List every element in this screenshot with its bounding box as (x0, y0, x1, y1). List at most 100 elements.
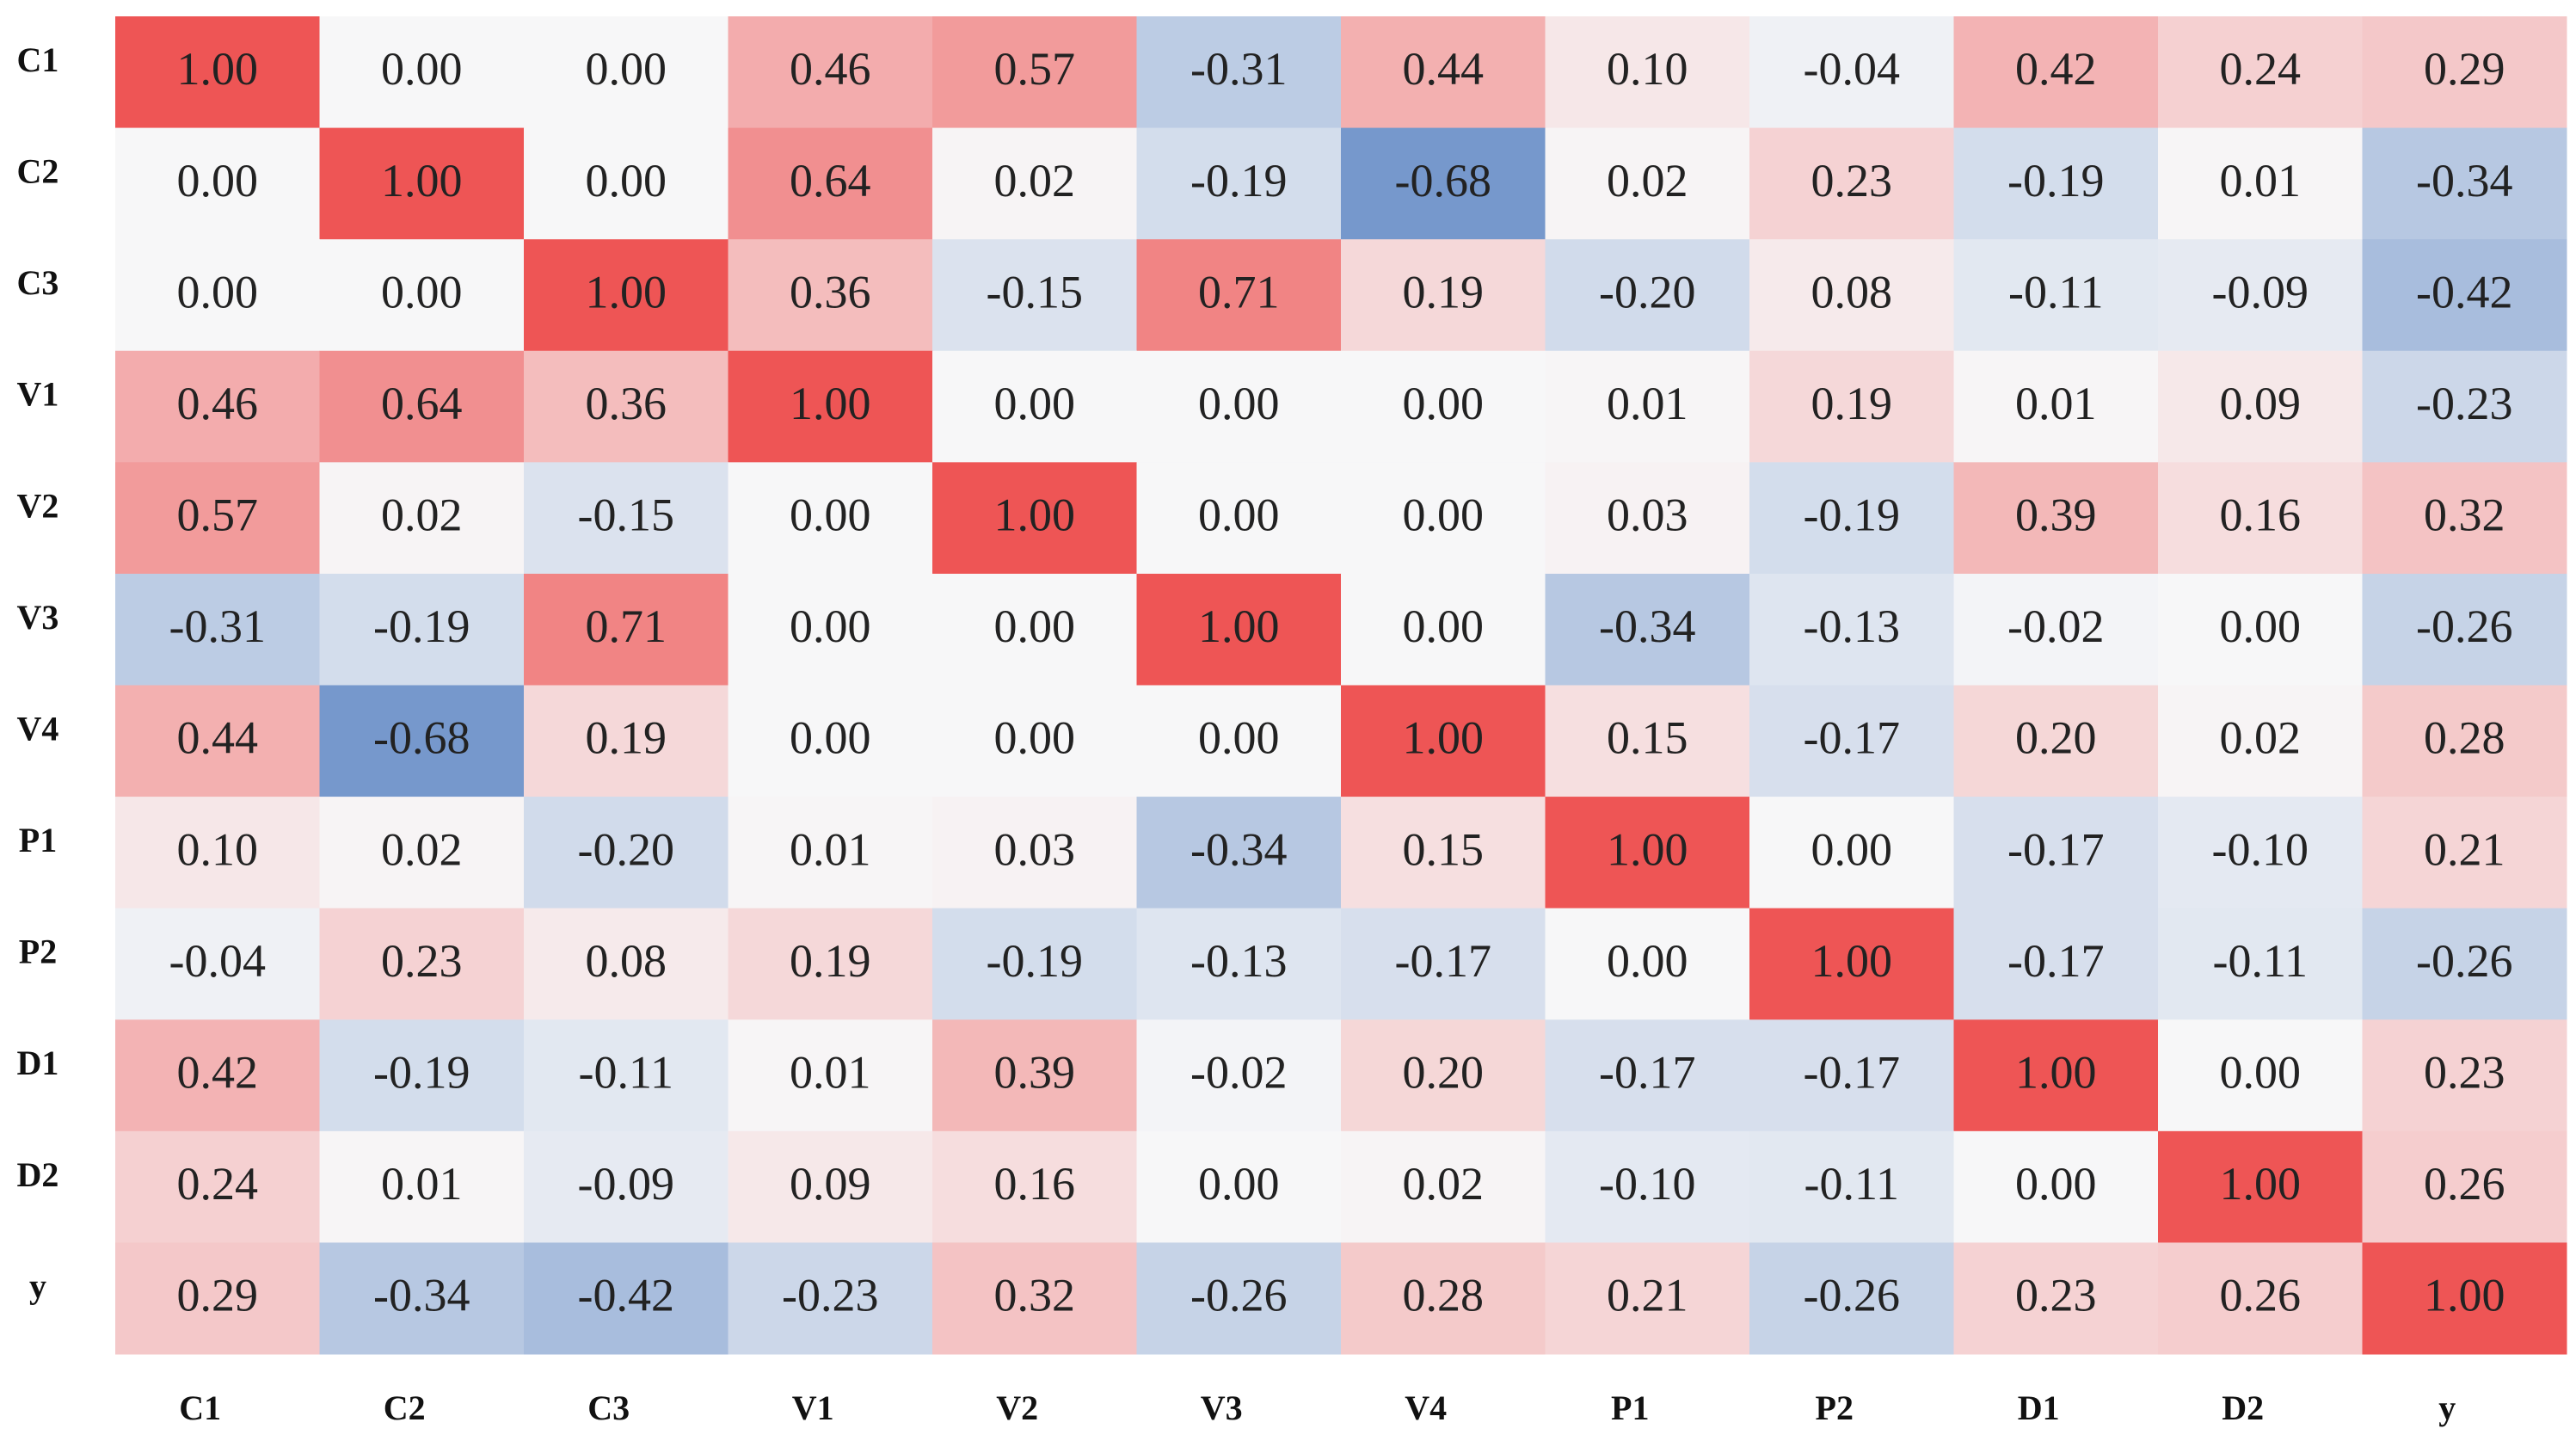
y-tick-label: C1 (17, 40, 59, 79)
cell-label: -0.34 (2416, 155, 2512, 206)
heatmap-cell (932, 239, 1137, 352)
heatmap-cell (1136, 573, 1342, 686)
heatmap-cell (2158, 685, 2363, 797)
cell-label: 0.00 (2015, 1158, 2097, 1210)
heatmap-cell (1341, 16, 1546, 129)
cell-label: 0.21 (1607, 1270, 1688, 1321)
cell-label: 0.00 (586, 43, 667, 95)
heatmap-cell (1749, 127, 1954, 240)
heatmap-cell (1953, 350, 2159, 463)
cell-label: 0.00 (1811, 823, 1893, 875)
x-tick-label: C2 (384, 1389, 426, 1427)
cell-label: 0.46 (177, 378, 259, 429)
cell-label: 1.00 (2015, 1046, 2097, 1098)
heatmap-cell (2362, 797, 2567, 909)
cell-label: -0.15 (578, 490, 674, 541)
cell-label: 1.00 (2220, 1158, 2302, 1210)
cell-label: 0.00 (381, 43, 463, 95)
heatmap-cell (1749, 239, 1954, 352)
heatmap-cell (1136, 16, 1342, 129)
heatmap-cell (932, 462, 1137, 575)
heatmap-cell (319, 127, 525, 240)
cell-label: 0.09 (2220, 378, 2302, 429)
heatmap-cell (524, 685, 729, 797)
cell-label: 0.16 (2220, 490, 2302, 541)
heatmap-cell (1545, 573, 1750, 686)
y-tick-label: D1 (17, 1044, 59, 1082)
cell-label: 0.32 (994, 1270, 1076, 1321)
heatmap-cell (1136, 685, 1342, 797)
heatmap-cell (115, 239, 320, 352)
heatmap-cell (1953, 462, 2159, 575)
heatmap-cell (115, 1130, 320, 1243)
cell-label: 0.36 (586, 378, 667, 429)
heatmap-cell (1341, 239, 1546, 352)
cell-label: 1.00 (790, 378, 871, 429)
heatmap-cell (115, 127, 320, 240)
cell-label: 0.01 (790, 1046, 871, 1098)
cell-label: 0.00 (1403, 378, 1485, 429)
cell-label: 0.42 (2015, 43, 2097, 95)
cell-label: 0.23 (2015, 1270, 2097, 1321)
cell-label: 0.01 (2015, 378, 2097, 429)
heatmap-cell (1136, 1019, 1342, 1132)
cell-label: 0.00 (381, 266, 463, 317)
cell-label: -0.04 (169, 935, 266, 987)
heatmap-cell (1749, 16, 1954, 129)
heatmap-cell (728, 16, 933, 129)
heatmap-cell (2158, 127, 2363, 240)
heatmap-cell (319, 797, 525, 909)
heatmap-cell (319, 1242, 525, 1355)
cell-label: 0.00 (2220, 600, 2302, 652)
cell-label: 0.44 (177, 712, 259, 764)
cell-label: 0.28 (2424, 712, 2505, 764)
heatmap-cell (932, 16, 1137, 129)
cell-label: -0.23 (782, 1270, 878, 1321)
heatmap-cell (728, 239, 933, 352)
y-tick-label: C2 (17, 152, 59, 191)
heatmap-cell (524, 1242, 729, 1355)
heatmap-cell (524, 1130, 729, 1243)
heatmap-cell (728, 1242, 933, 1355)
cell-label: 0.00 (586, 155, 667, 206)
cell-label: 0.64 (381, 378, 463, 429)
heatmap-cell (319, 1019, 525, 1132)
heatmap-cell (932, 573, 1137, 686)
heatmap-cell (1341, 127, 1546, 240)
cell-label: 0.09 (790, 1158, 871, 1210)
heatmap-cell (1545, 797, 1750, 909)
heatmap-cell (1136, 1130, 1342, 1243)
x-tick-label: C3 (587, 1389, 630, 1427)
x-tick-label: P1 (1611, 1389, 1649, 1427)
cell-label: 0.24 (177, 1158, 259, 1210)
cell-label: 0.46 (790, 43, 871, 95)
cell-label: 0.23 (2424, 1046, 2505, 1098)
heatmap-cell (1545, 1130, 1750, 1243)
cell-label: -0.20 (1599, 266, 1695, 317)
heatmap-cell (1136, 350, 1342, 463)
x-tick-label: y (2438, 1389, 2456, 1427)
heatmap-cell (1341, 685, 1546, 797)
heatmap-cell (2158, 573, 2363, 686)
heatmap-cell (115, 1242, 320, 1355)
heatmap-cell (1749, 573, 1954, 686)
cell-label: 0.00 (1403, 490, 1485, 541)
heatmap-cell (2158, 1130, 2363, 1243)
heatmap-cell (319, 239, 525, 352)
heatmap-cell (319, 16, 525, 129)
cell-label: -0.34 (1190, 823, 1287, 875)
cell-label: -0.15 (987, 266, 1083, 317)
cell-label: 0.29 (177, 1270, 259, 1321)
cell-label: -0.11 (1804, 1158, 1899, 1210)
heatmap-cell (1953, 685, 2159, 797)
cell-label: 0.00 (790, 490, 871, 541)
heatmap-cell (319, 350, 525, 463)
heatmap-cell (2362, 127, 2567, 240)
heatmap-cell (1749, 685, 1954, 797)
cell-label: 0.26 (2424, 1158, 2505, 1210)
heatmap-cell (2362, 573, 2567, 686)
cell-label: -0.17 (1395, 935, 1491, 987)
cell-label: -0.19 (2007, 155, 2104, 206)
heatmap-cell (728, 908, 933, 1020)
